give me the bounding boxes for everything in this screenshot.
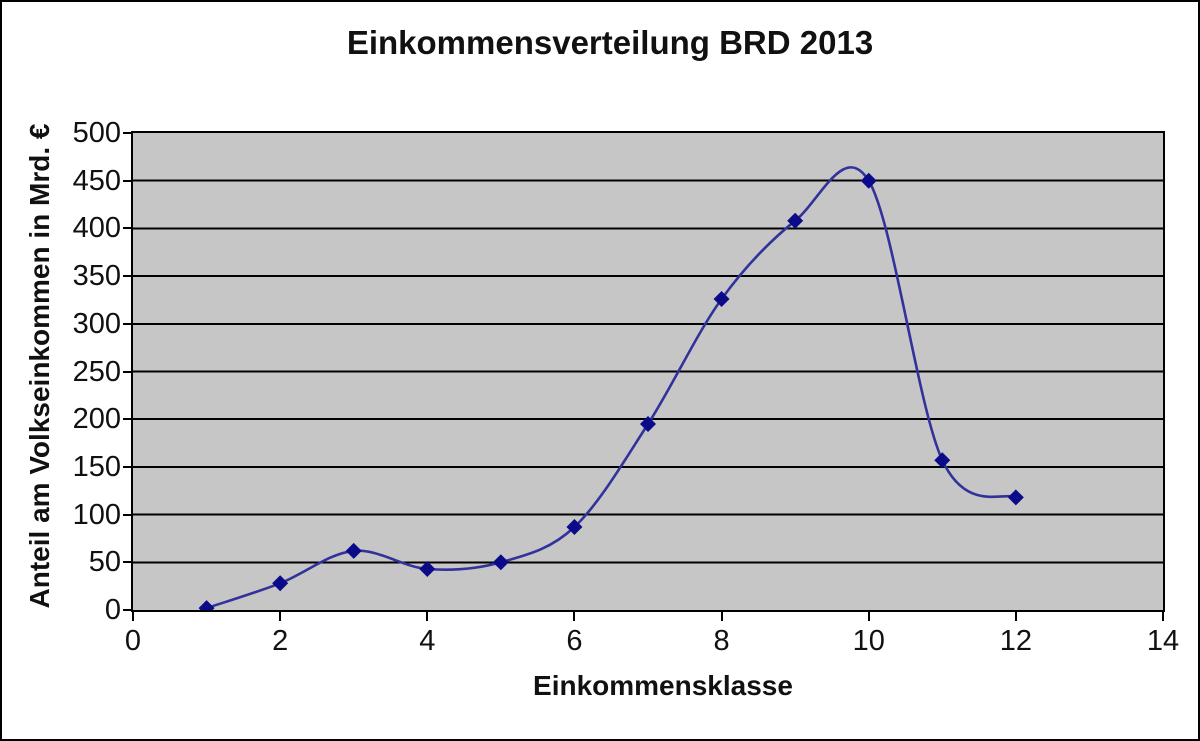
x-tick-label: 4: [419, 625, 436, 657]
y-tick-label: 150: [72, 450, 121, 483]
x-tick-label: 12: [999, 625, 1032, 657]
y-axis-tick: [123, 275, 131, 278]
y-axis-tick: [123, 418, 131, 421]
x-tick-label: 0: [124, 625, 142, 657]
x-axis-title: Einkommensklasse: [533, 670, 793, 701]
y-axis-tick: [123, 179, 131, 182]
series-line: [206, 166, 1017, 610]
y-axis-tick: [123, 465, 131, 468]
data-point-marker: [787, 212, 804, 229]
line-chart-svg: [133, 166, 1163, 610]
x-axis-tick: [573, 612, 576, 621]
data-point-marker: [640, 415, 656, 432]
y-axis-tick: [123, 370, 131, 373]
y-tick-label: 250: [72, 355, 121, 388]
x-tick-label: 8: [713, 625, 730, 657]
x-axis-tick: [720, 612, 723, 621]
x-axis-tick: [1014, 612, 1017, 621]
data-point-marker: [934, 452, 951, 469]
data-point-marker: [345, 542, 362, 559]
y-axis-tick: [123, 561, 131, 564]
data-point-marker: [566, 519, 583, 536]
y-tick-label: 100: [72, 498, 121, 531]
x-axis-tick: [279, 612, 282, 621]
y-tick-label: 450: [72, 164, 121, 197]
y-tick-label: 400: [72, 212, 121, 245]
data-point-marker: [860, 172, 877, 189]
x-tick-label: 2: [272, 625, 289, 657]
chart-title: Einkommensverteilung BRD 2013: [346, 24, 874, 61]
x-axis-tick: [1162, 612, 1164, 621]
y-tick-label: 500: [72, 117, 121, 149]
data-point-marker: [272, 575, 289, 592]
data-point-marker: [198, 600, 215, 610]
y-axis-tick: [123, 322, 131, 325]
data-point-marker: [1007, 489, 1024, 506]
y-axis-tick: [123, 513, 131, 516]
y-axis-title: Anteil am Volkseinkommen in Mrd. €: [24, 123, 55, 609]
y-axis-tick: [123, 609, 131, 611]
y-axis-tick: [123, 227, 131, 230]
plot-area: [131, 131, 1165, 612]
data-point-marker: [713, 290, 730, 307]
y-tick-label: 0: [104, 594, 121, 626]
x-tick-label: 14: [1146, 625, 1180, 657]
y-tick-label: 50: [88, 546, 121, 579]
x-axis-tick: [132, 612, 134, 621]
x-tick-label: 10: [852, 625, 885, 657]
x-axis-tick: [426, 612, 429, 621]
y-tick-label: 300: [72, 307, 121, 340]
y-axis-tick: [123, 132, 131, 134]
x-axis-tick: [867, 612, 870, 621]
y-tick-label: 200: [72, 403, 121, 436]
data-point-marker: [492, 554, 509, 571]
y-tick-label: 350: [72, 260, 121, 293]
data-point-marker: [419, 560, 436, 577]
x-tick-label: 6: [566, 625, 583, 657]
